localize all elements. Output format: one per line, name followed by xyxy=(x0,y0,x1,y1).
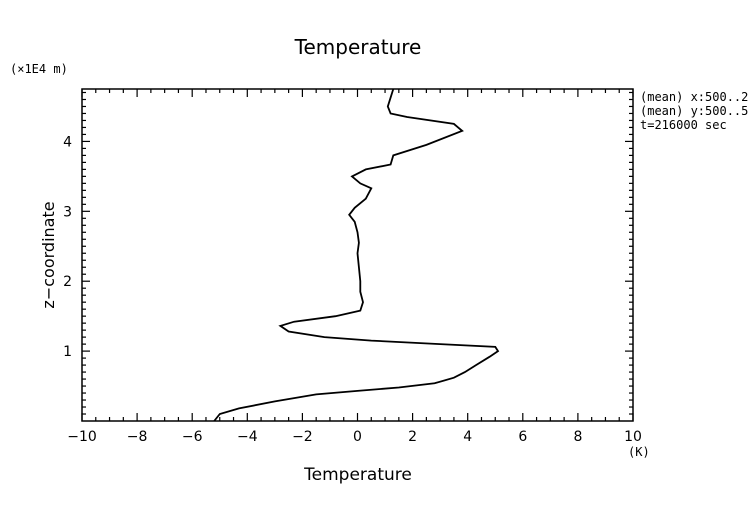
temperature-profile-line xyxy=(213,88,500,422)
axis-ticks xyxy=(81,89,634,421)
x-tick-label: 2 xyxy=(408,429,417,445)
annotation-mean-x: (mean) x:500..2 xyxy=(640,90,748,104)
y-tick-label: 1 xyxy=(63,344,72,360)
y-tick-label: 3 xyxy=(63,204,72,220)
y-tick-label: 4 xyxy=(63,134,72,150)
x-tick-label: −4 xyxy=(237,429,258,445)
chart-title: Temperature xyxy=(294,35,422,59)
x-tick-label: −2 xyxy=(292,429,313,445)
x-tick-label: −10 xyxy=(67,429,97,445)
x-axis-label: Temperature xyxy=(303,465,412,485)
annotation-time: t=216000 sec xyxy=(640,118,727,132)
x-unit-label: (K) xyxy=(628,445,650,459)
x-tick-label: 10 xyxy=(624,429,642,445)
y-tick-label: 2 xyxy=(63,274,72,290)
x-tick-label: −6 xyxy=(182,429,203,445)
x-tick-label: 8 xyxy=(573,429,582,445)
y-tick-labels: 1 2 3 4 xyxy=(63,134,72,360)
x-tick-labels: −10 −8 −6 −4 −2 0 2 4 6 8 10 xyxy=(67,429,642,445)
x-tick-label: 0 xyxy=(353,429,362,445)
y-unit-label: (×1E4 m) xyxy=(10,62,68,76)
x-tick-label: 6 xyxy=(518,429,527,445)
x-tick-label: 4 xyxy=(463,429,472,445)
y-axis-label: z−coordinate xyxy=(39,201,58,308)
x-tick-label: −8 xyxy=(127,429,148,445)
annotation-mean-y: (mean) y:500..5 xyxy=(640,104,748,118)
